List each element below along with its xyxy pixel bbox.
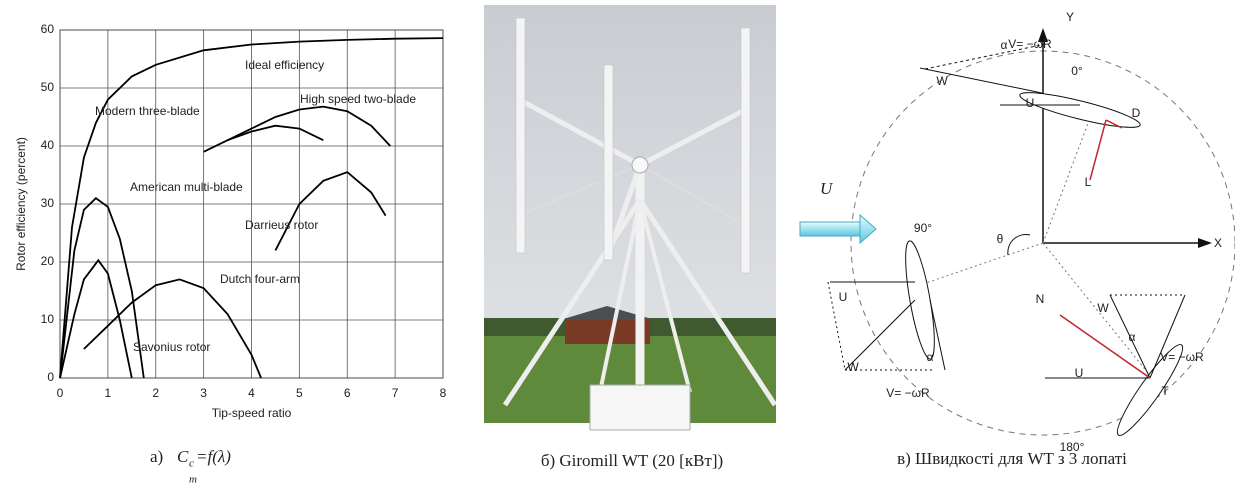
x-tick-label: 0 [57,386,64,400]
diagram-label: U [839,290,848,304]
y-tick-label: 20 [41,254,55,268]
caption-a-formula: =f(λ) [196,447,231,466]
diagram-label: X [1214,236,1222,250]
x-tick-label: 2 [152,386,159,400]
diagram-label: V= −ωR [1160,350,1204,364]
caption-a-symbol: C [177,447,189,466]
diagram-label: W [847,360,859,374]
x-tick-label: 3 [200,386,207,400]
caption-a-below: m [189,474,197,486]
chart-panel: 0 10 20 30 40 50 60 0 1 2 3 4 5 6 7 8 Tip-speed ratio Rot… [14,22,446,420]
diagram-label: U [1075,366,1084,380]
curve-label: Ideal efficiency [245,58,324,72]
photo [484,5,776,430]
diagram-label: W [936,74,948,88]
y-tick-label: 30 [41,196,55,210]
caption-a-subscript: c [189,458,194,470]
caption-a-prefix: а) [150,447,163,466]
curve-label: American multi-blade [130,180,243,194]
diagram-label: L [1085,175,1092,189]
diagram-label: N [1036,292,1045,306]
y-tick-label: 0 [47,370,54,384]
curve-label: Savonius rotor [133,340,210,354]
diagram-label: U [1026,96,1035,110]
diagram-label: D [1132,106,1141,120]
x-tick-label: 5 [296,386,303,400]
x-tick-label: 8 [440,386,447,400]
diagram-label: α [1001,38,1008,52]
diagram-label: α [1129,330,1136,344]
x-tick-label: 1 [105,386,112,400]
x-tick-label: 4 [248,386,255,400]
curve-label: Modern three-blade [95,104,200,118]
y-axis-label: Rotor efficiency (percent) [14,137,28,271]
y-tick-label: 40 [41,138,55,152]
curve-label: Dutch four-arm [220,272,300,286]
x-tick-label: 7 [392,386,399,400]
diagram-label: W [1097,301,1109,315]
diagram-label: 0° [1071,64,1083,78]
caption-c: в) Швидкості для WT з 3 лопаті [897,449,1127,468]
y-tick-label: 50 [41,80,55,94]
diagram-label: T [1161,384,1169,398]
diagram-label: 90° [914,221,932,235]
y-tick-label: 60 [41,22,55,36]
curve-label: Darrieus rotor [245,218,318,232]
captions: а) C c =f(λ) m б) Giromill WT (20 [кВт])… [150,447,1127,486]
flow-label: U [820,179,834,198]
curve-label: High speed two-blade [300,92,416,106]
diagram-label: Y [1066,10,1074,24]
diagram-label: V= −ωR [886,386,930,400]
y-tick-label: 10 [41,312,55,326]
diagram-label: α [927,350,934,364]
figure: 0 10 20 30 40 50 60 0 1 2 3 4 5 6 7 8 Tip-speed ratio Rot… [0,0,1235,504]
x-tick-label: 6 [344,386,351,400]
diagram-label: V= −ωR [1008,37,1052,51]
x-axis-label: Tip-speed ratio [212,406,292,420]
caption-b: б) Giromill WT (20 [кВт]) [541,451,723,470]
diagram-label: θ [997,232,1004,246]
